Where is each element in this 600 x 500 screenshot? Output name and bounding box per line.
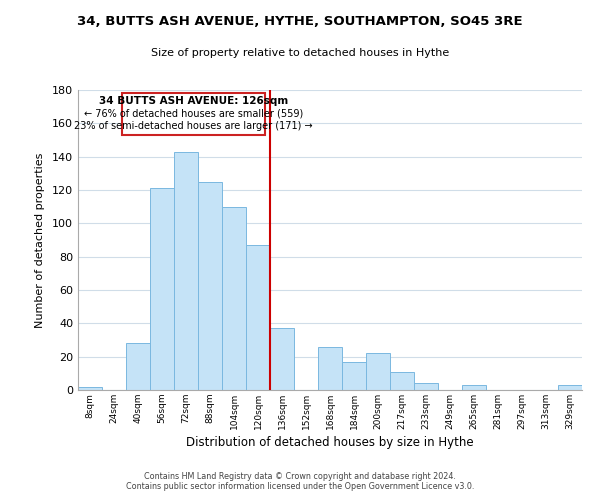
Text: ← 76% of detached houses are smaller (559): ← 76% of detached houses are smaller (55… (84, 108, 304, 118)
Bar (222, 206, 246, 390)
Text: 23% of semi-detached houses are larger (171) →: 23% of semi-detached houses are larger (… (74, 121, 313, 131)
Bar (150, 188, 174, 390)
Bar (414, 384, 438, 390)
Bar (78, 386, 102, 390)
Bar (558, 385, 582, 390)
Bar (246, 245, 270, 390)
Text: Size of property relative to detached houses in Hythe: Size of property relative to detached ho… (151, 48, 449, 58)
Bar (366, 354, 390, 390)
Bar (198, 182, 222, 390)
FancyBboxPatch shape (122, 94, 265, 135)
Bar (174, 152, 198, 390)
Text: Contains HM Land Registry data © Crown copyright and database right 2024.: Contains HM Land Registry data © Crown c… (144, 472, 456, 481)
Bar (318, 346, 342, 390)
Text: 34 BUTTS ASH AVENUE: 126sqm: 34 BUTTS ASH AVENUE: 126sqm (99, 96, 289, 106)
Bar (270, 328, 294, 390)
Text: Contains public sector information licensed under the Open Government Licence v3: Contains public sector information licen… (126, 482, 474, 491)
Bar (126, 344, 150, 390)
Y-axis label: Number of detached properties: Number of detached properties (35, 152, 45, 328)
Bar (390, 372, 414, 390)
Text: 34, BUTTS ASH AVENUE, HYTHE, SOUTHAMPTON, SO45 3RE: 34, BUTTS ASH AVENUE, HYTHE, SOUTHAMPTON… (77, 15, 523, 28)
Bar (342, 362, 366, 390)
Bar (462, 385, 486, 390)
X-axis label: Distribution of detached houses by size in Hythe: Distribution of detached houses by size … (186, 436, 474, 449)
